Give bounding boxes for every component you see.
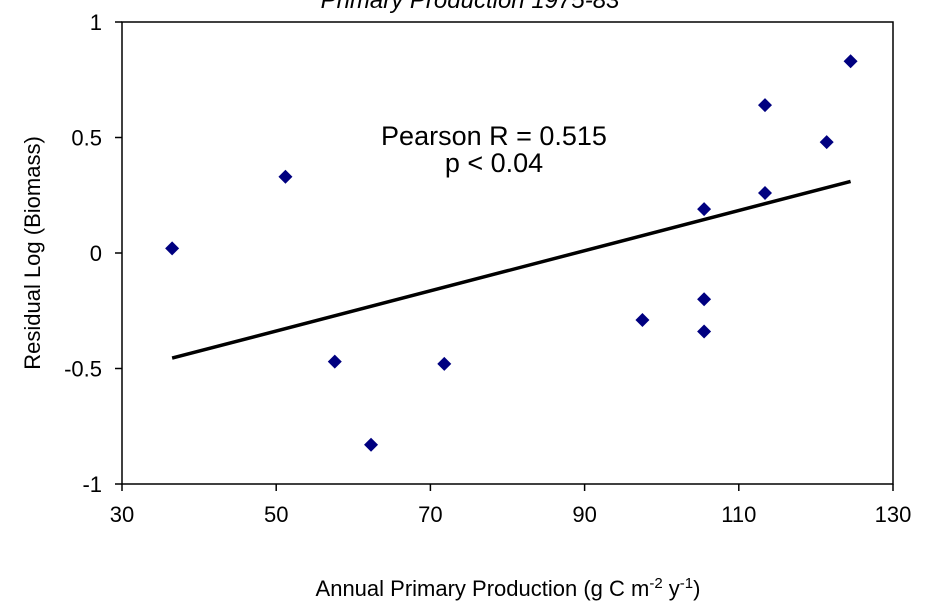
plot-area <box>121 21 894 485</box>
data-point <box>758 98 773 113</box>
x-tick-label: 50 <box>264 502 288 527</box>
trendline <box>171 179 852 360</box>
chart-title: Primary Production 1975-83 <box>321 0 620 14</box>
data-point <box>165 241 180 256</box>
x-axis-label-main: Annual Primary Production (g C m <box>316 576 650 601</box>
x-tick-label: 70 <box>418 502 442 527</box>
data-point <box>758 185 773 200</box>
x-axis-label: Annual Primary Production (g C m-2 y-1) <box>316 575 701 602</box>
x-axis-label-mid: y <box>663 576 680 601</box>
pearson-annotation: Pearson R = 0.515 <box>381 121 607 151</box>
data-point <box>278 169 293 184</box>
y-tick-label: -0.5 <box>64 357 102 382</box>
data-point <box>697 292 712 307</box>
trendline-layer <box>171 179 852 360</box>
data-point <box>697 202 712 217</box>
data-point <box>327 354 342 369</box>
x-tick-label: 130 <box>875 502 912 527</box>
y-tick-label: 0 <box>90 241 102 266</box>
x-axis-label-end: ) <box>693 576 700 601</box>
data-point <box>364 437 379 452</box>
axis-ticks: 30 50 70 90 110 130 1 0.5 0 -0.5 -1 <box>64 10 911 527</box>
y-tick-label: 0.5 <box>71 126 102 151</box>
p-value-annotation: p < 0.04 <box>445 148 543 178</box>
data-point <box>843 54 858 69</box>
x-axis-label-sup1: -2 <box>649 575 662 592</box>
x-tick-label: 30 <box>110 502 134 527</box>
data-point <box>697 324 712 339</box>
y-tick-label: -1 <box>82 472 102 497</box>
y-tick-label: 1 <box>90 10 102 35</box>
data-point <box>819 135 834 150</box>
y-axis-label: Residual Log (Biomass) <box>20 136 45 370</box>
x-tick-label: 110 <box>721 502 756 527</box>
x-axis-label-sup2: -1 <box>680 575 693 592</box>
x-tick-label: 90 <box>572 502 596 527</box>
data-point <box>635 312 650 327</box>
data-point <box>437 356 452 371</box>
data-points <box>165 54 858 452</box>
